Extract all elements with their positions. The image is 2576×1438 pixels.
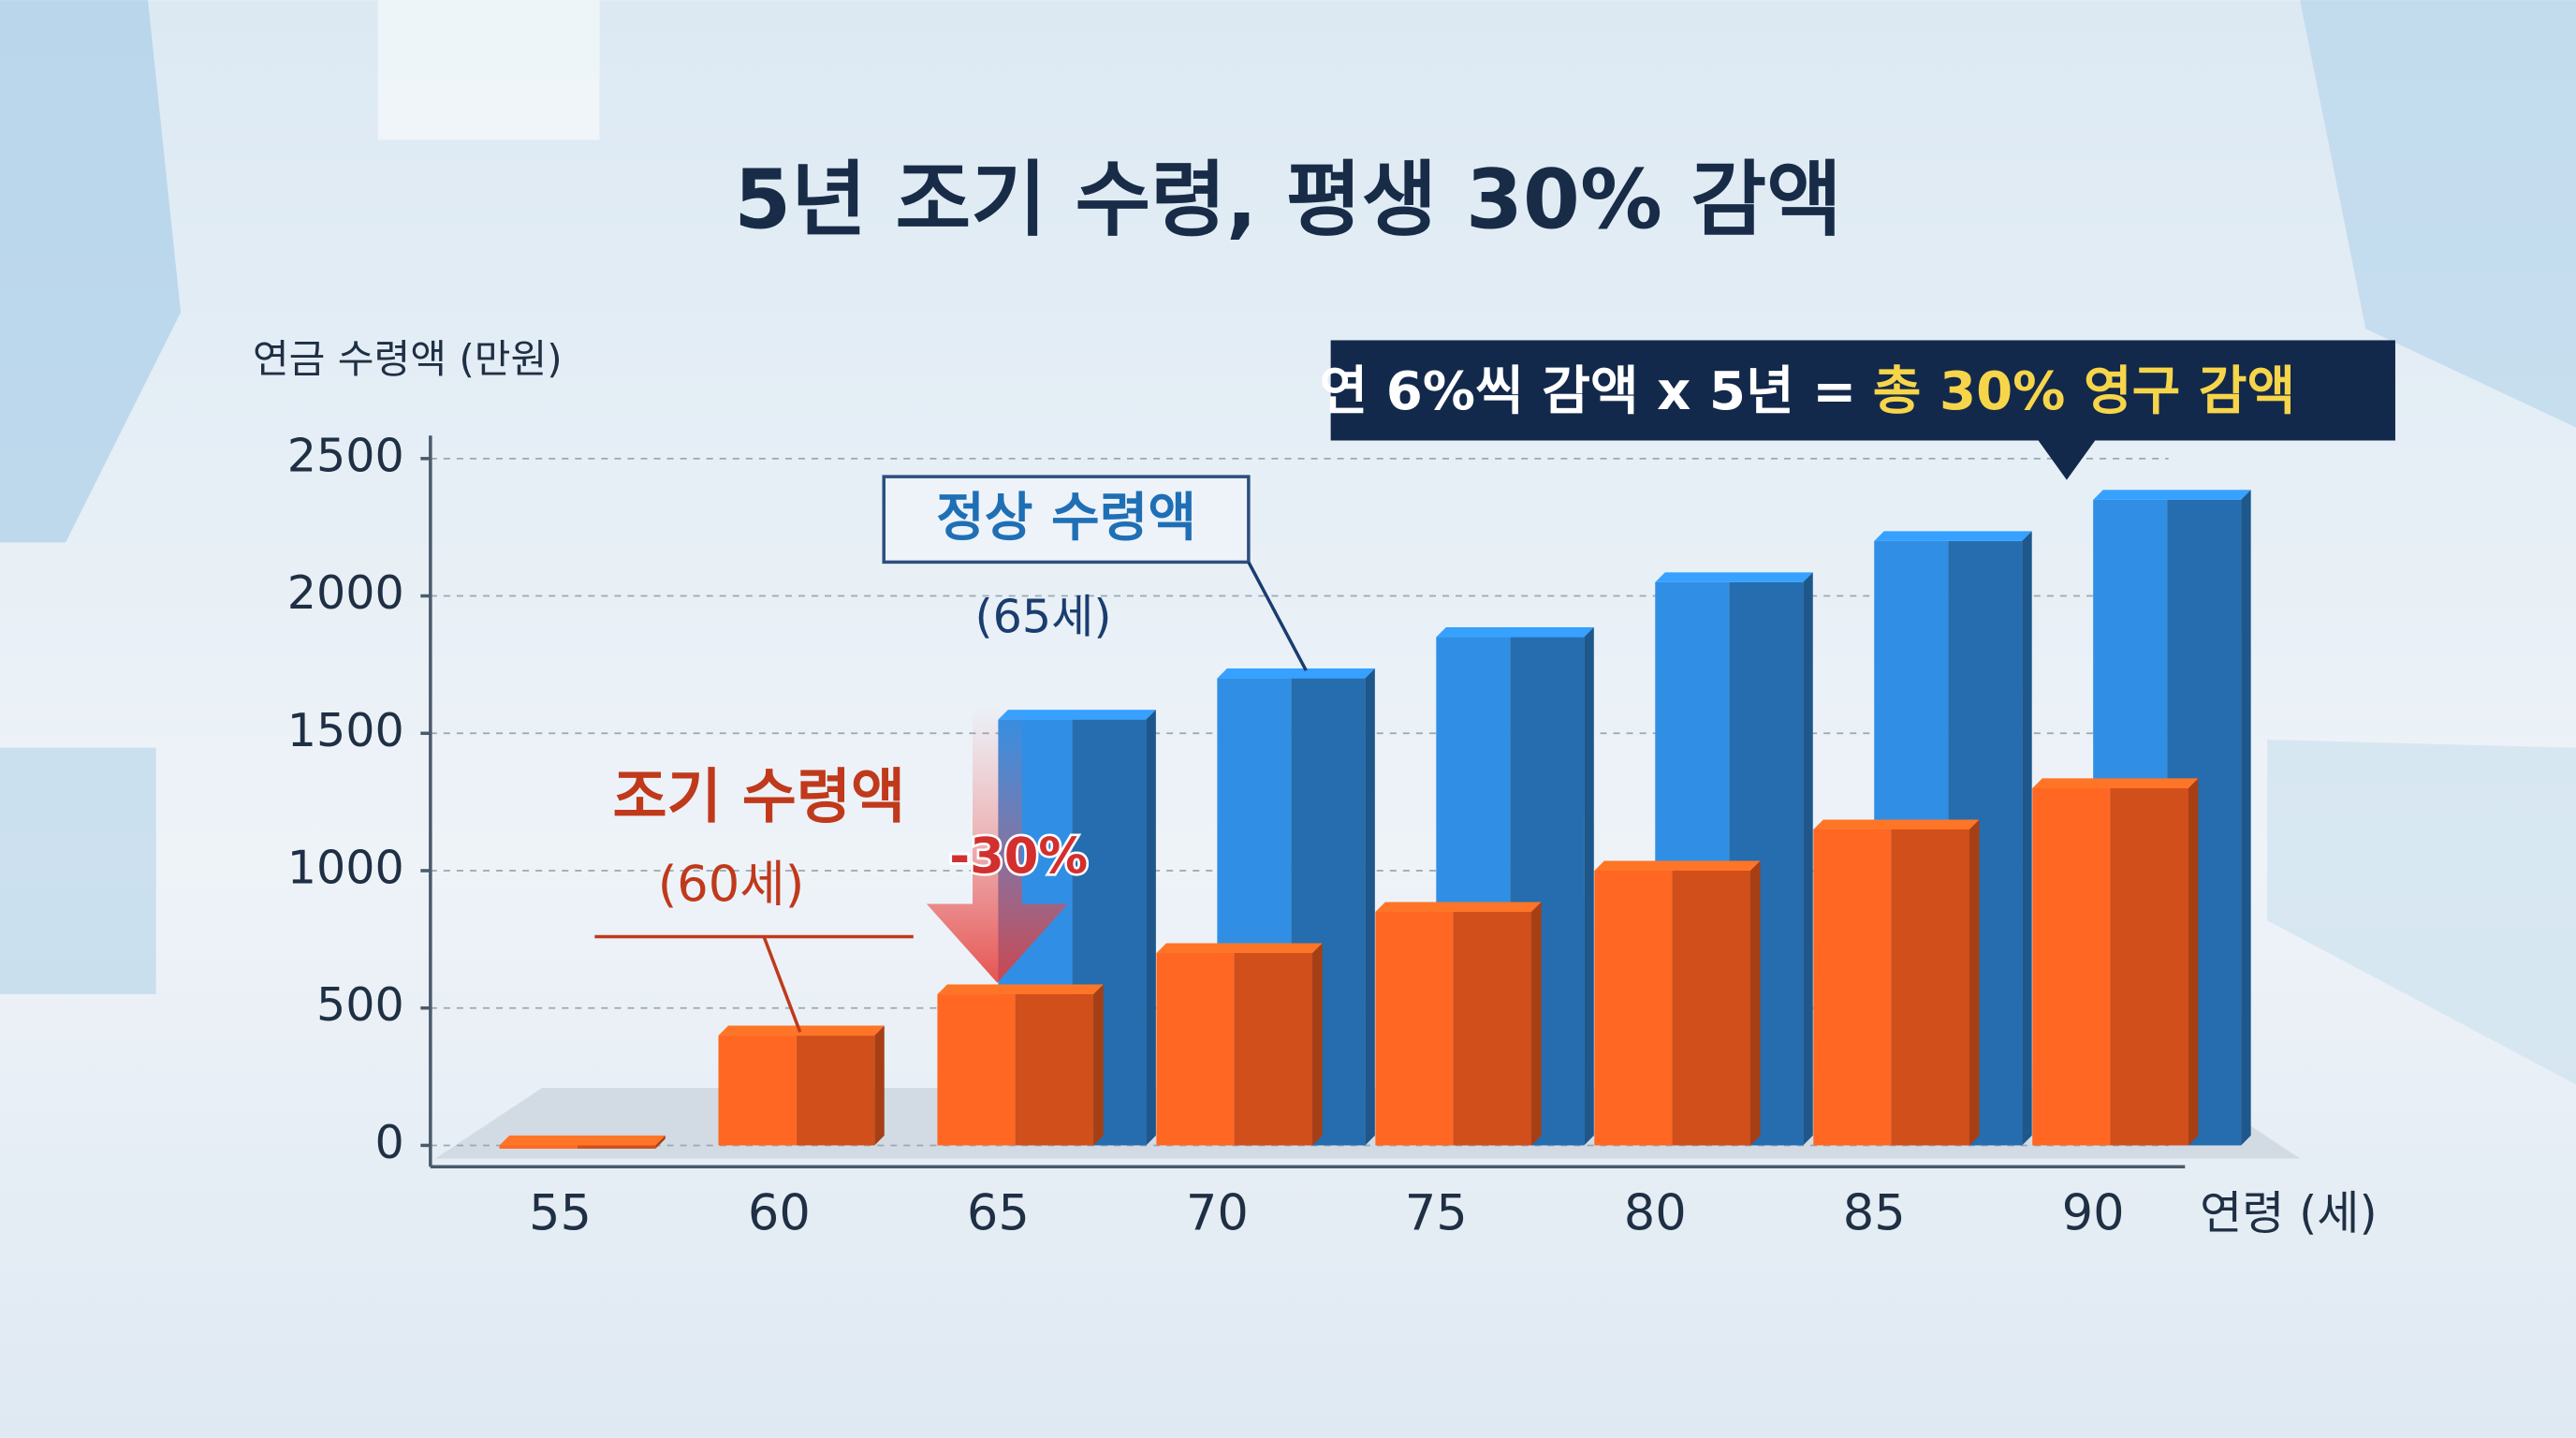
bar-face-right — [796, 1035, 875, 1146]
bar-top — [1375, 902, 1542, 913]
bar-top — [937, 984, 1104, 995]
callout-pointer — [2037, 438, 2097, 480]
callout-text: 연 6%씩 감액 x 5년 = — [1319, 361, 1856, 422]
y-tick-label: 2500 — [287, 428, 404, 482]
bar-top — [1217, 668, 1375, 679]
y-tick-label: 500 — [316, 977, 404, 1032]
x-tick-label: 80 — [1624, 1185, 1687, 1242]
bar-side — [1093, 984, 1104, 1146]
bar-face-right — [1453, 912, 1532, 1146]
y-tick-label: 0 — [374, 1115, 403, 1169]
bar-face-left — [1156, 953, 1235, 1146]
bar-side — [1312, 943, 1323, 1146]
decor — [0, 0, 182, 543]
bar-side — [1584, 627, 1594, 1146]
bar-top — [1874, 531, 2032, 541]
series-label: 조기 수령액 — [613, 761, 906, 830]
decor — [377, 0, 600, 140]
bar-top — [1594, 860, 1761, 871]
bar — [1594, 860, 1761, 1146]
bar-top — [499, 1135, 666, 1146]
bar-side — [1803, 572, 1813, 1146]
bar-top — [1655, 572, 1813, 582]
bar-face-right — [1891, 829, 1970, 1146]
bar-top — [718, 1025, 885, 1036]
bar-face-left — [1594, 870, 1673, 1146]
callout-highlight: 총 30% 영구 감액 — [1873, 361, 2295, 422]
x-tick-label: 70 — [1186, 1185, 1249, 1242]
bar-top — [998, 710, 1156, 720]
callout-box — [1330, 340, 2395, 441]
bar-face-right — [1234, 953, 1313, 1146]
bar-side — [1146, 710, 1156, 1146]
x-tick-label: 55 — [529, 1185, 592, 1242]
bar-side — [655, 1135, 666, 1149]
bar-side — [2022, 531, 2032, 1146]
bar-top — [1156, 943, 1323, 954]
series-label: 정상 수령액 — [936, 488, 1196, 549]
x-tick-label: 85 — [1843, 1185, 1906, 1242]
leader-line — [1247, 561, 1308, 672]
annotation: (65세) — [974, 589, 1111, 643]
bar-top — [1436, 627, 1594, 638]
y-tick-label: 2000 — [287, 565, 404, 620]
bar-face-left — [1813, 829, 1892, 1146]
bar — [937, 984, 1104, 1146]
bar — [499, 1135, 666, 1149]
bar-side — [1969, 819, 1980, 1146]
x-axis-label: 연령 (세) — [2200, 1185, 2378, 1240]
normal-label-box — [882, 475, 1251, 565]
bar-face-right — [2110, 787, 2188, 1146]
x-tick-label: 90 — [2062, 1185, 2125, 1242]
bar-top — [2032, 778, 2199, 788]
bar-face-right — [1672, 870, 1751, 1146]
annotation: (60세) — [658, 857, 805, 914]
bar-side — [2241, 490, 2251, 1146]
y-tick-label: 1500 — [287, 703, 404, 757]
bar — [1375, 902, 1542, 1146]
bar-face-left — [937, 994, 1016, 1146]
bar — [1156, 943, 1323, 1146]
bar-top — [2093, 490, 2251, 500]
decor — [2267, 739, 2576, 1085]
bar-face-right — [1015, 994, 1094, 1146]
decor — [0, 747, 156, 994]
reduction-arrow — [926, 706, 1068, 983]
annotation: -30% — [949, 829, 1088, 886]
bar-face-left — [2032, 787, 2111, 1146]
bar-face-left — [499, 1145, 578, 1149]
leader-line — [762, 935, 802, 1033]
bar-side — [1365, 668, 1375, 1146]
bar-face-left — [1375, 912, 1454, 1146]
bar — [2032, 778, 2199, 1146]
plot: 0 500 1000 1500 2000 2500 55 60 65 70 75 80 85 90 — [287, 428, 2251, 1242]
x-tick-label: 60 — [748, 1185, 811, 1242]
decor — [2300, 0, 2576, 428]
x-tick-label: 65 — [967, 1185, 1030, 1242]
bar-side — [1531, 902, 1542, 1146]
bar-face-right — [577, 1145, 656, 1149]
bar-top — [1813, 819, 1980, 829]
bar-side — [1750, 860, 1761, 1146]
bar-side — [874, 1025, 885, 1146]
bar — [1813, 819, 1980, 1146]
x-tick-label: 75 — [1405, 1185, 1468, 1242]
y-tick-label: 1000 — [287, 840, 404, 894]
y-axis-label: 연금 수령액 (만원) — [253, 336, 563, 382]
bar-face-left — [718, 1035, 797, 1146]
bar-side — [2188, 778, 2199, 1146]
bar — [718, 1025, 885, 1146]
chart-title: 5년 조기 수령, 평생 30% 감액 — [734, 152, 1842, 247]
